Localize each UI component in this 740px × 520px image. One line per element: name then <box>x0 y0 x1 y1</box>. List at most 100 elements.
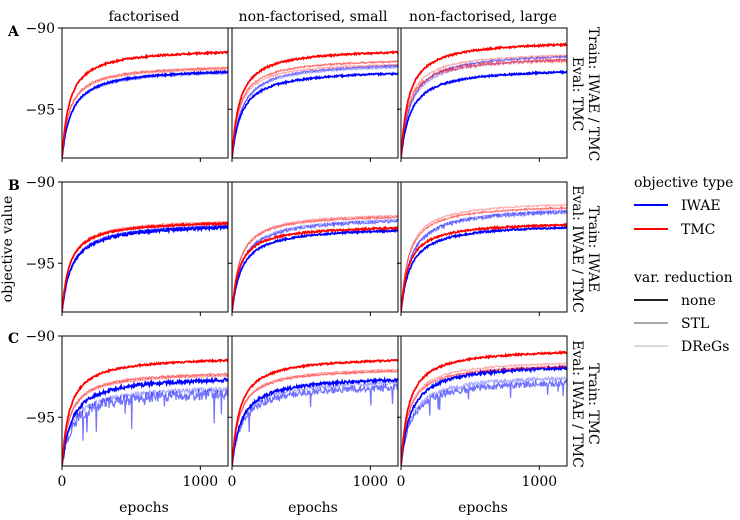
panel-frame <box>61 335 229 467</box>
panel-frame <box>231 335 399 467</box>
series-line-tmc-stl <box>62 371 228 466</box>
x-tick-label: 1000 <box>183 474 219 490</box>
series-line-tmc-dregs <box>232 214 398 312</box>
x-tick-label: 0 <box>58 474 67 490</box>
y-axis-label: objective value <box>0 196 16 303</box>
series-line-iwae-none <box>62 69 228 158</box>
series-group <box>232 49 398 158</box>
series-line-iwae-stl <box>62 69 228 158</box>
panel-c-1: 0 1000 <box>228 335 399 490</box>
legend-label-dregs: DReGs <box>681 339 729 355</box>
panel-grid: −90 −95 −90 −95 −90 −95 0 1000 0 1000 0 1000 <box>25 21 568 490</box>
series-line-tmc-stl <box>62 221 228 312</box>
row-a-train-label: Train: IWAE / TMC <box>585 27 601 162</box>
series-line-iwae-none <box>401 225 567 312</box>
series-line-iwae-dregs <box>62 72 228 158</box>
panel-b-1 <box>228 181 399 316</box>
series-line-tmc-dregs <box>62 220 228 312</box>
row-c-train-label: Train: TMC <box>585 363 601 444</box>
series-line-tmc-stl <box>232 215 398 312</box>
series-line-iwae-dregs <box>232 379 398 466</box>
series-line-iwae-stl <box>62 388 228 466</box>
series-line-iwae-stl <box>401 209 567 312</box>
series-group <box>232 214 398 312</box>
series-line-tmc-dregs <box>401 53 567 158</box>
legend-label-stl: STL <box>681 316 709 332</box>
series-group <box>401 203 567 312</box>
legend: objective type IWAE TMC var. reduction n… <box>633 175 733 355</box>
x-axis-label-col2: epochs <box>288 500 338 516</box>
panel-b-2 <box>397 181 568 316</box>
series-line-iwae-none <box>62 223 228 312</box>
series-line-tmc-dregs <box>62 374 228 466</box>
series-line-tmc-none <box>232 358 398 466</box>
panel-c-2: 0 1000 <box>397 335 568 490</box>
series-line-iwae-stl <box>62 223 228 312</box>
series-line-tmc-none <box>401 222 567 312</box>
series-group <box>62 358 228 466</box>
row-label-a: A <box>7 24 20 40</box>
series-line-tmc-none <box>62 358 228 466</box>
legend-label-none: none <box>681 293 716 309</box>
legend-title-objective: objective type <box>634 175 733 191</box>
panel-frame <box>400 181 568 313</box>
series-line-tmc-none <box>232 225 398 312</box>
series-line-tmc-dregs <box>62 67 228 158</box>
series-line-tmc-stl <box>232 369 398 466</box>
series-line-iwae-dregs <box>232 218 398 312</box>
series-group <box>401 350 567 466</box>
series-line-iwae-stl <box>401 378 567 466</box>
panel-b-0: −90 −95 <box>25 175 229 316</box>
legend-label-tmc: TMC <box>681 222 715 238</box>
row-label-b: B <box>8 178 20 194</box>
series-line-tmc-none <box>62 50 228 158</box>
y-tick-label: −90 <box>25 329 55 345</box>
legend-title-reduction: var. reduction <box>633 270 733 286</box>
series-line-tmc-stl <box>62 66 228 158</box>
series-line-iwae-stl <box>232 382 398 466</box>
y-tick-label: −90 <box>25 21 55 37</box>
panel-frame <box>61 27 229 159</box>
series-line-iwae-none <box>401 364 567 466</box>
legend-label-iwae: IWAE <box>681 198 721 214</box>
panel-frame <box>61 181 229 313</box>
panel-a-2 <box>397 27 568 162</box>
panel-a-0: −90 −95 <box>25 21 229 162</box>
series-line-iwae-stl <box>232 218 398 312</box>
row-b-train-label: Train: IWAE <box>585 206 601 293</box>
series-group <box>62 220 228 312</box>
panel-frame <box>231 27 399 159</box>
column-title-factorised: factorised <box>108 9 179 25</box>
series-line-iwae-none <box>62 376 228 466</box>
row-a-eval-label: Eval: TMC <box>569 57 585 132</box>
panel-frame <box>231 181 399 313</box>
series-line-tmc-none <box>401 350 567 466</box>
series-line-iwae-stl <box>401 54 567 158</box>
series-line-iwae-dregs <box>62 224 228 312</box>
series-line-iwae-none <box>232 376 398 466</box>
row-b-eval-label: Eval: IWAE / TMC <box>569 185 585 313</box>
panel-a-1 <box>228 27 399 162</box>
series-line-iwae-none <box>401 69 567 158</box>
row-label-c: C <box>8 331 19 347</box>
column-title-non-factorised-large: non-factorised, large <box>409 9 557 25</box>
series-line-iwae-dregs <box>401 375 567 466</box>
x-tick-label: 1000 <box>353 474 389 490</box>
series-group <box>62 50 228 158</box>
y-tick-label: −95 <box>25 410 55 426</box>
panel-frame <box>400 27 568 159</box>
x-tick-label: 0 <box>228 474 237 490</box>
series-line-iwae-stl <box>232 63 398 158</box>
series-line-tmc-dregs <box>232 63 398 158</box>
column-title-non-factorised-small: non-factorised, small <box>239 9 388 25</box>
series-line-tmc-stl <box>401 57 567 158</box>
series-line-tmc-dregs <box>401 362 567 466</box>
y-tick-label: −95 <box>25 102 55 118</box>
series-line-tmc-stl <box>232 59 398 158</box>
series-group <box>232 358 398 466</box>
x-axis-label-col3: epochs <box>458 500 508 516</box>
panel-frame <box>400 335 568 467</box>
panel-c-0: −90 −95 0 1000 <box>25 329 229 490</box>
series-line-tmc-stl <box>401 364 567 466</box>
